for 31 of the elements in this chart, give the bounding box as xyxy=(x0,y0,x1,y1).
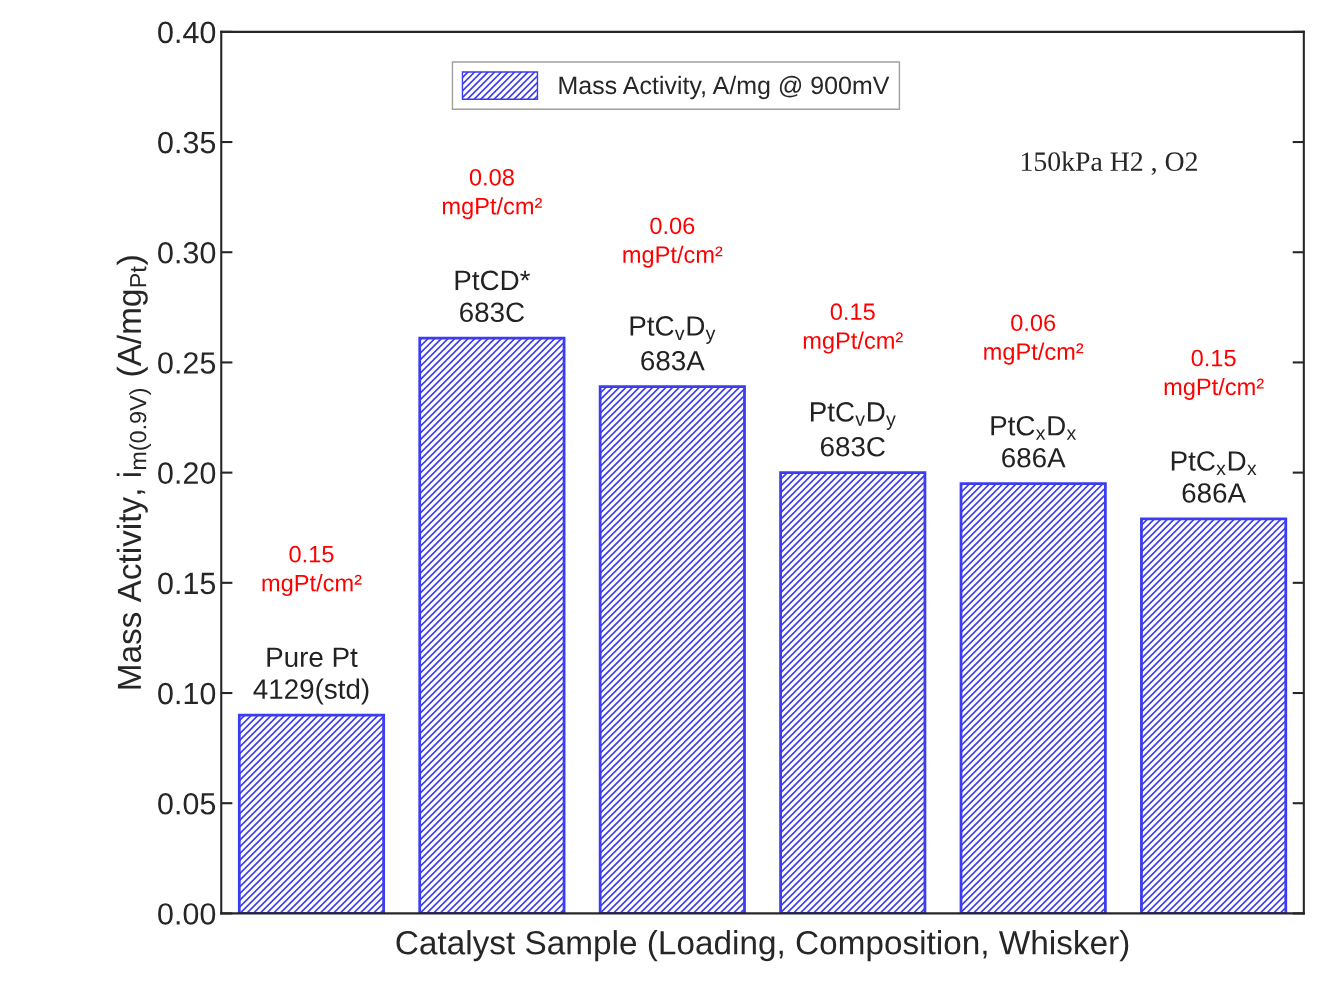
y-tick-label: 0.15 xyxy=(158,572,216,595)
bar xyxy=(779,471,927,914)
x-tick-label: PtC$_{x}$D$_{x}$ 686A xyxy=(1171,451,1257,503)
annotation: 0.06 mgPt/cm² xyxy=(623,217,723,268)
bar xyxy=(1140,517,1288,914)
x-tick-label: Pure Pt 4129(std) xyxy=(253,647,369,705)
annotation: 0.08 mgPt/cm² xyxy=(442,168,542,220)
y-axis-title: Mass Activity, i$_{m(0.9V)}$ (A/mg$_{Pt}$) xyxy=(116,256,151,689)
bar xyxy=(959,482,1107,914)
y-tick-label: 0.35 xyxy=(158,131,216,154)
x-axis-title: Catalyst Sample (Loading, Composition, Whisker) xyxy=(396,930,1129,962)
bar xyxy=(418,336,566,914)
y-tick-label: 0.05 xyxy=(158,792,216,815)
y-tick-label: 0.30 xyxy=(158,241,216,264)
x-tick-label: PtCD* 683C xyxy=(455,270,531,323)
y-tick-label: 0.25 xyxy=(158,352,216,374)
x-tick-label: PtC$_{x}$D$_{x}$ 686A xyxy=(991,415,1077,468)
annotation: 0.15 mgPt/cm² xyxy=(1164,349,1264,400)
y-tick-label: 0.20 xyxy=(158,462,216,484)
annotation: 150kPa H2 , O2 xyxy=(1021,151,1197,176)
annotation: 0.15 mgPt/cm² xyxy=(262,545,362,597)
bar xyxy=(237,713,386,914)
x-tick-label: PtC$_{v}$D$_{y}$ 683A xyxy=(630,316,716,371)
y-tick-label: 0.40 xyxy=(158,21,216,44)
y-tick-label: 0.10 xyxy=(158,682,216,705)
bar xyxy=(598,385,746,914)
x-tick-label: PtC$_{v}$D$_{y}$ 683C xyxy=(811,402,896,457)
annotation: 0.15 mgPt/cm² xyxy=(803,303,903,354)
legend-label: Mass Activity, A/mg @ 900mV xyxy=(559,75,890,100)
y-tick-label: 0.00 xyxy=(158,903,216,925)
annotation: 0.06 mgPt/cm² xyxy=(984,314,1084,365)
